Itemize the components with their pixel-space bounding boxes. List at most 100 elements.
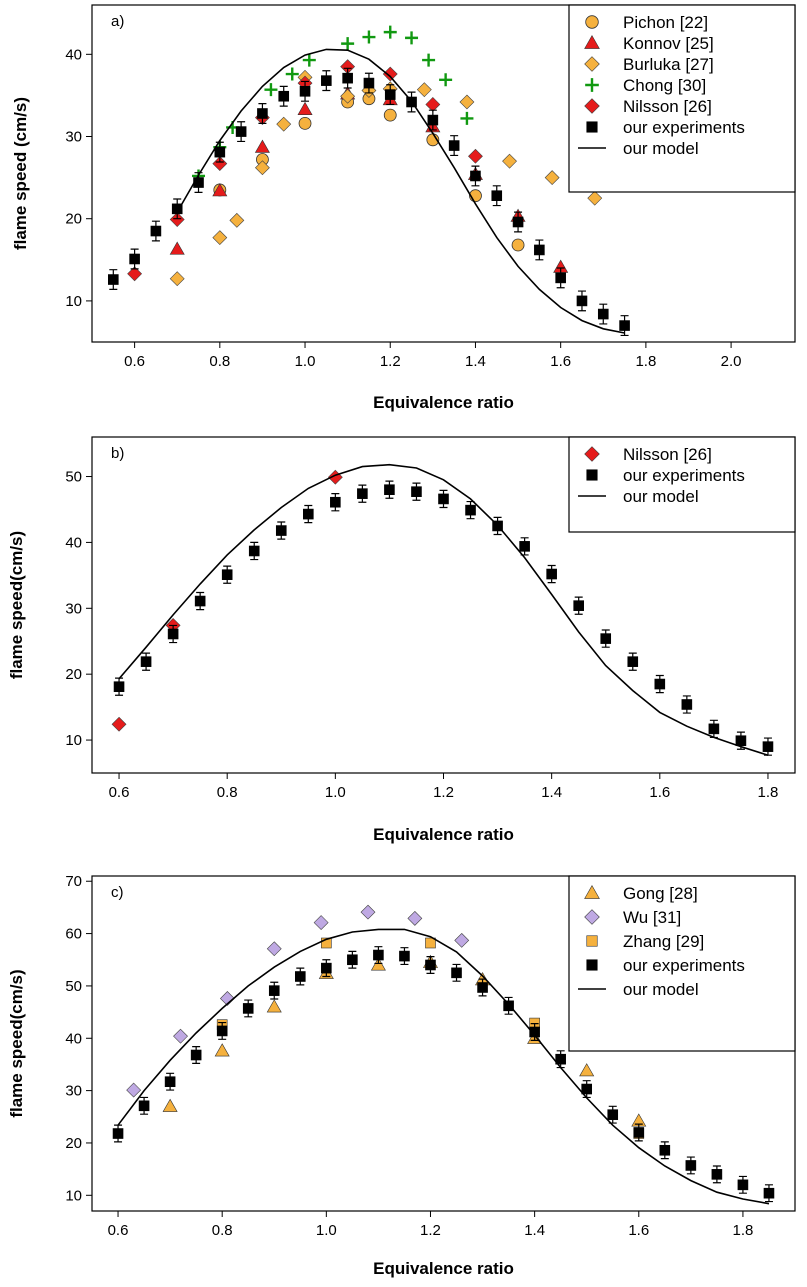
data-point (285, 67, 299, 81)
data-point (340, 88, 356, 104)
data-point (276, 116, 292, 132)
legend-label: our model (623, 487, 699, 506)
data-point (708, 723, 720, 735)
x-tick-label: 1.4 (541, 784, 562, 801)
data-point (405, 31, 419, 45)
data-point (370, 957, 386, 971)
y-tick-label: 20 (65, 1135, 82, 1152)
data-point (254, 160, 270, 176)
data-point (425, 959, 436, 971)
data-point (219, 991, 235, 1006)
data-point (190, 1049, 202, 1061)
data-point (763, 1187, 775, 1199)
y-tick-label: 50 (65, 469, 82, 486)
y-axis-label: flame speed(cm/s) (7, 969, 26, 1117)
legend-item: Wu [31] (584, 908, 681, 927)
x-tick-label: 1.6 (628, 1222, 649, 1239)
data-point (360, 904, 376, 920)
data-point (171, 203, 183, 215)
model-curve (117, 928, 770, 1205)
data-point (298, 116, 312, 130)
x-tick-label: 1.6 (550, 353, 571, 370)
x-tick-label: 0.6 (109, 784, 130, 801)
data-point (294, 971, 306, 982)
data-point (491, 190, 503, 201)
data-point (321, 937, 332, 949)
data-point (242, 1003, 254, 1014)
y-tick-label: 20 (65, 666, 82, 683)
legend-marker-icon (584, 885, 600, 899)
data-point (140, 656, 152, 667)
x-tick-label: 1.2 (433, 784, 454, 801)
series-our-experiments (112, 946, 775, 1203)
legend-marker-icon (585, 78, 599, 92)
x-tick-label: 1.4 (524, 1222, 545, 1239)
data-point (138, 1100, 150, 1112)
data-point (248, 545, 260, 557)
data-point (169, 271, 185, 287)
x-axis-label: Equivalence ratio (373, 393, 514, 412)
data-point (111, 716, 127, 732)
data-point (330, 496, 341, 508)
data-point (212, 183, 228, 197)
x-tick-label: 0.8 (212, 1222, 233, 1239)
y-tick-label: 10 (65, 732, 82, 749)
y-tick-label: 40 (65, 534, 82, 551)
x-axis-label: Equivalence ratio (373, 825, 514, 844)
data-point (460, 111, 474, 125)
y-tick-label: 30 (65, 600, 82, 617)
data-point (555, 272, 566, 284)
x-axis-label: Equivalence ratio (373, 1259, 514, 1278)
data-point (212, 156, 228, 172)
data-point (544, 170, 560, 186)
data-point (216, 1025, 228, 1037)
data-point (503, 1000, 514, 1012)
data-point (579, 1063, 595, 1077)
legend-item: Nilsson [26] (584, 445, 712, 464)
data-point (108, 274, 119, 285)
data-point (416, 82, 432, 98)
data-point (546, 568, 557, 580)
panel-label: c) (111, 884, 124, 901)
legend-marker-icon (586, 469, 598, 481)
data-point (529, 1026, 540, 1038)
legend-item: Chong [30] (585, 76, 706, 95)
legend-item: our model (578, 139, 699, 158)
data-point (362, 30, 376, 44)
data-point (659, 1144, 671, 1156)
data-point (150, 225, 162, 237)
data-point (422, 53, 436, 67)
legend-marker-icon (584, 35, 600, 49)
legend-item: Gong [28] (584, 884, 698, 903)
x-tick-label: 1.8 (758, 784, 779, 801)
legend-item: our experiments (586, 956, 745, 975)
legend: Pichon [22] Konnov [25] Burluka [27] Chong … (568, 4, 796, 193)
data-point (600, 633, 612, 644)
data-point (519, 541, 530, 552)
legend-item: our model (578, 487, 699, 506)
data-point (129, 253, 140, 265)
legend-marker-icon (586, 121, 598, 133)
panel-a: 0.6 0.8 1.0 1.2 1.4 1.6 1.8 2.0 10 20 30 40 a) Equiva… (11, 4, 796, 412)
y-axis-label: flame speed(cm/s) (7, 531, 26, 679)
series-our-experiments (108, 67, 630, 337)
legend-frame (568, 436, 796, 533)
legend-marker-icon (584, 909, 600, 925)
data-point (470, 170, 481, 182)
data-point (468, 148, 483, 164)
y-tick-label: 40 (65, 46, 82, 63)
x-tick-label: 1.8 (732, 1222, 753, 1239)
legend-label: our model (623, 139, 699, 158)
legend-item: Konnov [25] (584, 34, 714, 53)
legend-label: Gong [28] (623, 884, 698, 903)
y-tick-label: 20 (65, 211, 82, 228)
legend: Gong [28] Wu [31] Zhang [29] our experiment… (568, 875, 796, 1052)
model-curve (176, 48, 625, 334)
data-point (384, 484, 395, 496)
data-point (399, 950, 410, 962)
data-point (363, 77, 375, 89)
data-point (313, 915, 329, 931)
legend: Nilsson [26] our experiments our model (568, 436, 796, 533)
legend-marker-icon (584, 98, 600, 114)
data-point (448, 140, 460, 151)
